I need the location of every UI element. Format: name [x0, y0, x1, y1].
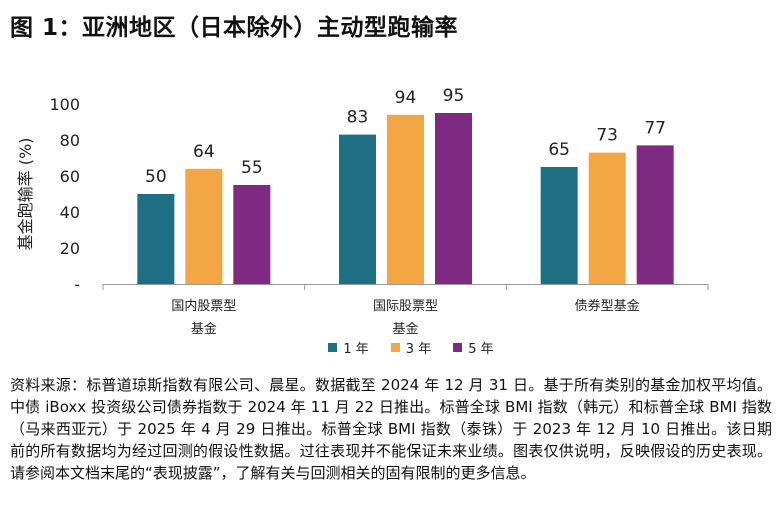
bar	[233, 185, 271, 284]
legend-label-1y: 1 年	[343, 342, 369, 357]
legend-swatch-5y	[453, 343, 463, 352]
data-label: 65	[548, 140, 570, 160]
legend-swatch-3y	[390, 343, 400, 352]
bar	[435, 113, 472, 284]
y-tick-label: -	[74, 275, 80, 294]
x-tick-label: 基金	[392, 321, 418, 337]
bar	[636, 145, 674, 284]
bar	[588, 152, 626, 284]
bar	[185, 168, 223, 284]
data-label: 94	[395, 88, 417, 108]
bar	[339, 134, 376, 284]
legend-label-5y: 5 年	[468, 342, 494, 357]
data-label: 83	[347, 108, 369, 128]
legend-swatch-1y	[328, 343, 338, 352]
bar	[137, 194, 175, 284]
data-label: 95	[443, 86, 465, 106]
legend-item-1y: 1 年	[328, 338, 369, 357]
y-tick-label: 20	[60, 239, 80, 258]
x-tick-label: 基金	[191, 321, 217, 337]
x-tick-label: 国际股票型	[373, 299, 438, 314]
data-label: 64	[193, 142, 215, 162]
data-label: 50	[145, 167, 167, 187]
y-axis-label: 基金跑输率 (%)	[16, 138, 35, 251]
data-label: 73	[596, 126, 618, 146]
bar	[387, 114, 424, 284]
y-tick-label: 40	[60, 203, 80, 222]
legend-label-3y: 3 年	[405, 342, 432, 357]
x-tick-label: 国内股票型	[171, 298, 236, 314]
legend-item-3y: 3 年	[390, 338, 432, 357]
figure-title: 图 1：亚洲地区（日本除外）主动型跑输率	[10, 15, 459, 41]
chart-legend: 1 年 3 年 5 年	[0, 338, 782, 357]
legend-item-5y: 5 年	[453, 338, 494, 357]
data-label: 55	[241, 158, 263, 178]
bar	[540, 167, 578, 284]
data-label: 77	[644, 118, 666, 138]
source-note: 资料来源：标普道琼斯指数有限公司、晨星。数据截至 2024 年 12 月 31 …	[10, 376, 772, 482]
x-tick-label: 债券型基金	[575, 298, 640, 314]
y-tick-label: 80	[60, 131, 80, 150]
y-tick-label: 100	[49, 95, 80, 114]
y-tick-label: 60	[60, 167, 80, 186]
